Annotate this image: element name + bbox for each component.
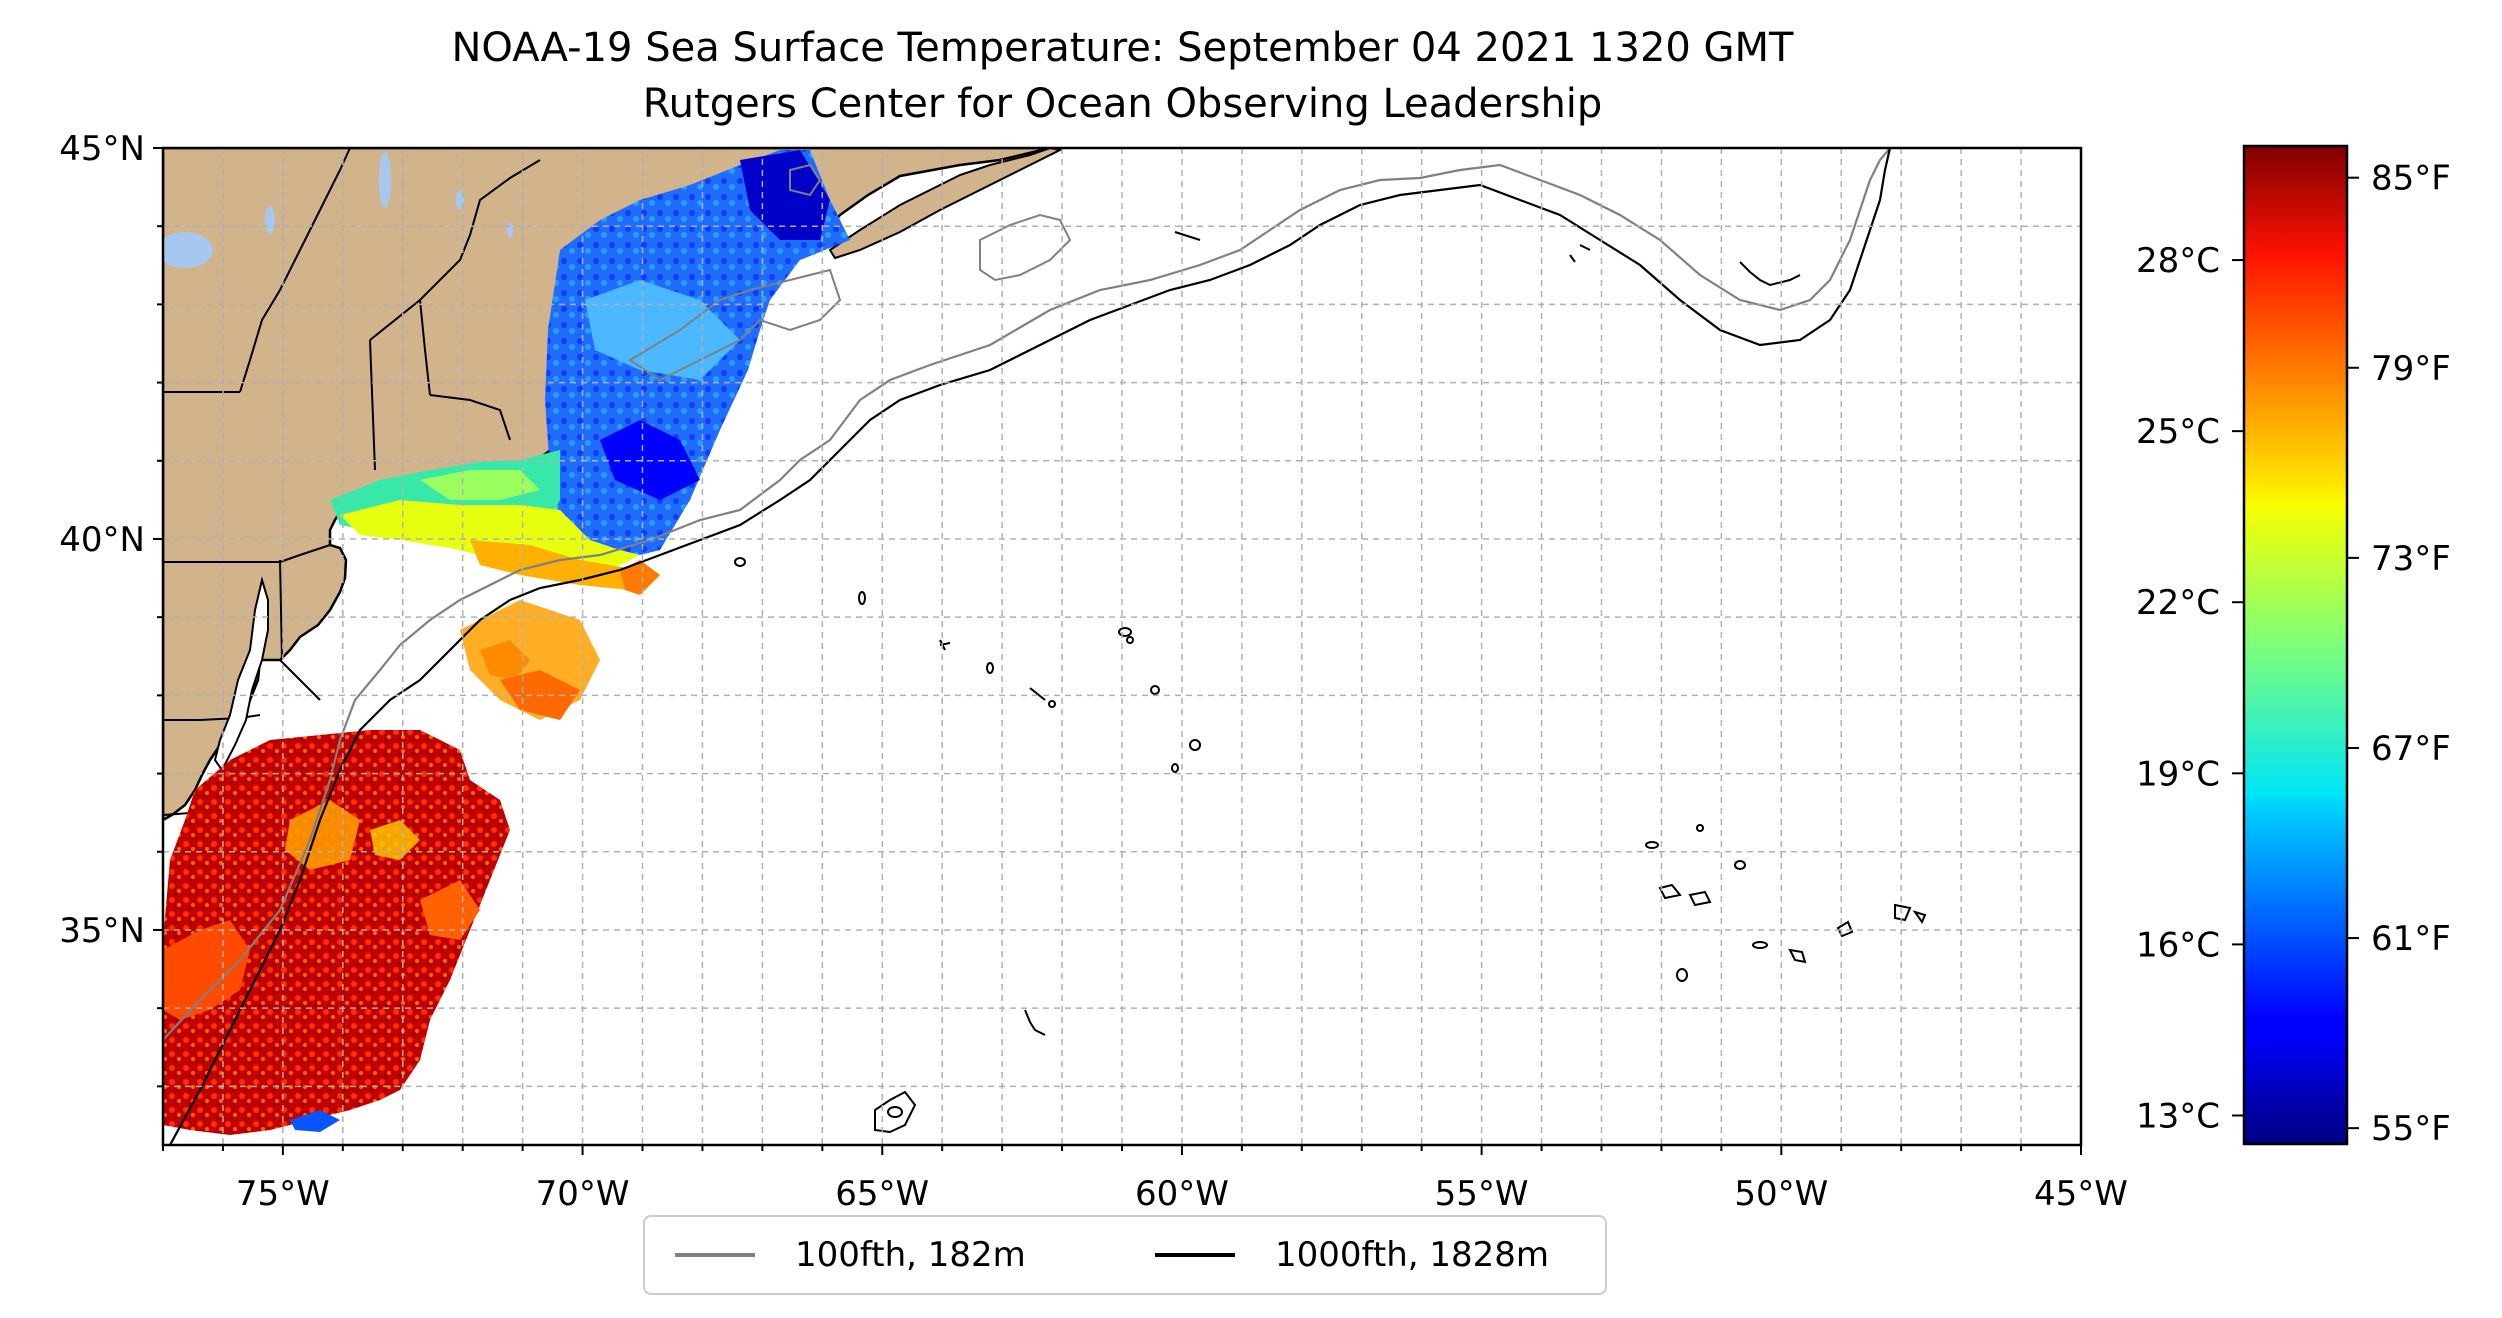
map-legend: 100fth, 182m 1000fth, 1828m <box>643 1215 1607 1295</box>
colorbar-c-label: 22°C <box>2136 583 2220 623</box>
map-content <box>163 148 1927 1145</box>
lakes <box>163 152 513 268</box>
lon-tick-label: 45°W <box>2034 1174 2128 1214</box>
lon-tick-label: 60°W <box>1135 1174 1229 1214</box>
seamount-outlines <box>734 231 1927 1134</box>
colorbar-f-label: 85°F <box>2371 159 2451 199</box>
lat-tick-label: 35°N <box>59 911 145 951</box>
graticule-gridlines <box>162 147 2082 1145</box>
lon-tick-label: 75°W <box>236 1174 330 1214</box>
lat-tick-label: 40°N <box>59 520 145 560</box>
colorbar-f-label: 61°F <box>2371 919 2451 959</box>
legend-label-1000fth: 1000fth, 1828m <box>1275 1235 1550 1275</box>
colorbar-c-label: 19°C <box>2136 754 2220 794</box>
colorbar-c-label: 13°C <box>2136 1096 2220 1136</box>
lon-tick-label: 50°W <box>1734 1174 1828 1214</box>
colorbar-c-label: 28°C <box>2136 241 2220 281</box>
contour-100fth <box>163 148 1891 1041</box>
colorbar-f-label: 55°F <box>2371 1109 2451 1149</box>
map-axis-ticks: 75°W 70°W 65°W 60°W 55°W 50°W 45°W 45°N 40°N 35°N <box>59 129 2128 1214</box>
map-subtitle: Rutgers Center for Ocean Observing Leade… <box>642 81 1603 127</box>
lon-tick-label: 55°W <box>1435 1174 1529 1214</box>
colorbar-c-label: 16°C <box>2136 925 2220 965</box>
map-title: NOAA-19 Sea Surface Temperature: Septemb… <box>451 25 1794 71</box>
sst-swath-north <box>545 150 850 560</box>
colorbar-f-label: 79°F <box>2371 349 2451 389</box>
colorbar-c-label: 25°C <box>2136 412 2220 452</box>
lat-tick-label: 45°N <box>59 129 145 169</box>
legend-line-100fth <box>675 1253 755 1257</box>
contour-100fth-bank <box>789 163 1072 282</box>
legend-label-100fth: 100fth, 182m <box>795 1235 1026 1275</box>
legend-line-1000fth <box>1155 1253 1235 1257</box>
lon-tick-label: 65°W <box>835 1174 929 1214</box>
colorbar <box>2242 144 2349 1146</box>
contour-1000fth <box>169 148 1892 1145</box>
lon-tick-label: 70°W <box>536 1174 630 1214</box>
colorbar-ticks: 85°F 79°F 73°F 67°F 61°F 55°F 28°C 25°C 22°C 19°C… <box>2136 159 2451 1149</box>
colorbar-f-label: 73°F <box>2371 539 2451 579</box>
state-borders <box>163 148 541 816</box>
contour-100fth-gulf <box>628 268 842 382</box>
sst-swath-mid <box>330 450 660 720</box>
colorbar-f-label: 67°F <box>2371 729 2451 769</box>
